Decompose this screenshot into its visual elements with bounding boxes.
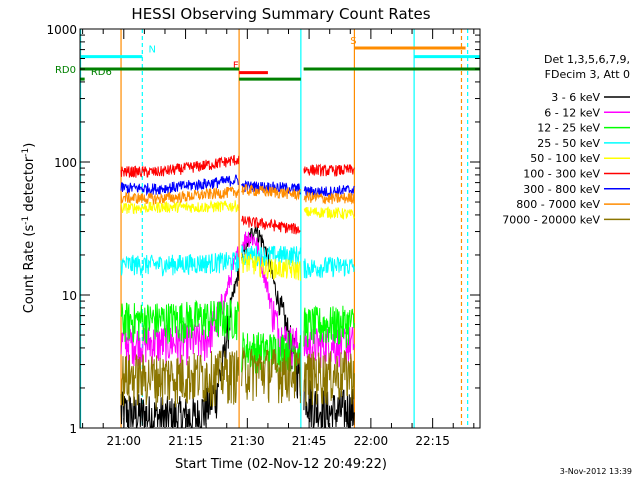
legend-entry-label-6: 300 - 800 keV [523,183,600,196]
legend-entry-label-2: 12 - 25 keV [537,122,600,135]
chart-title: HESSI Observing Summary Count Rates [131,5,430,23]
x-tick-label-1: 21:15 [168,434,203,448]
x-tick-label-5: 22:15 [415,434,450,448]
flag-bars: N S F RD0 RD6 [55,36,480,81]
series-lines [120,154,355,428]
plot-frame [79,28,481,429]
legend-entry-label-1: 6 - 12 keV [544,106,600,119]
x-tick-label-2: 21:30 [230,434,265,448]
y-tick-label-1: 10 [62,289,77,303]
x-tick-label-0: 21:00 [106,434,141,448]
y-tick-label-2: 100 [54,156,77,170]
flag-label-2: F [233,61,239,72]
flag-label-1: S [350,36,356,47]
legend-header-line-2: FDecim 3, Att 0 [545,68,630,81]
legend-entry-label-5: 100 - 300 keV [523,168,600,181]
axes-ticks: 1 10 100 1000 21:00 21:15 21:30 21:45 22:00 22:15 [46,23,480,448]
y-tick-label-0: 1 [69,422,77,436]
legend-entry-label-0: 3 - 6 keV [551,91,600,104]
legend-entry-label-4: 50 - 100 keV [530,152,600,165]
y-tick-label-3: 1000 [46,23,77,37]
legend: Det 1,3,5,6,7,9, FDecim 3, Att 0 3 - 6 k… [502,53,630,226]
legend-entry-label-7: 800 - 7000 keV [516,198,600,211]
legend-entry-label-8: 7000 - 20000 keV [502,213,600,226]
x-tick-label-4: 22:00 [354,434,389,448]
series-line-4 [120,199,355,281]
generation-timestamp: 3-Nov-2012 13:39 [560,467,632,476]
series-line-8 [120,347,355,410]
x-tick-label-3: 21:45 [292,434,327,448]
legend-entry-label-3: 25 - 50 keV [537,137,600,150]
series-line-3 [120,244,355,279]
flag-label-4: RD6 [91,67,112,78]
series-line-7 [120,184,355,205]
legend-header-line-1: Det 1,3,5,6,7,9, [544,53,630,66]
vertical-marker-lines [79,29,469,428]
y-axis-label: Count Rate (s-1 detector-1) [21,143,37,314]
flag-label-3: RD0 [55,65,76,76]
x-axis-label: Start Time (02-Nov-12 20:49:22) [175,457,387,472]
flag-label-0: N [148,45,155,56]
series-line-5 [120,154,355,235]
